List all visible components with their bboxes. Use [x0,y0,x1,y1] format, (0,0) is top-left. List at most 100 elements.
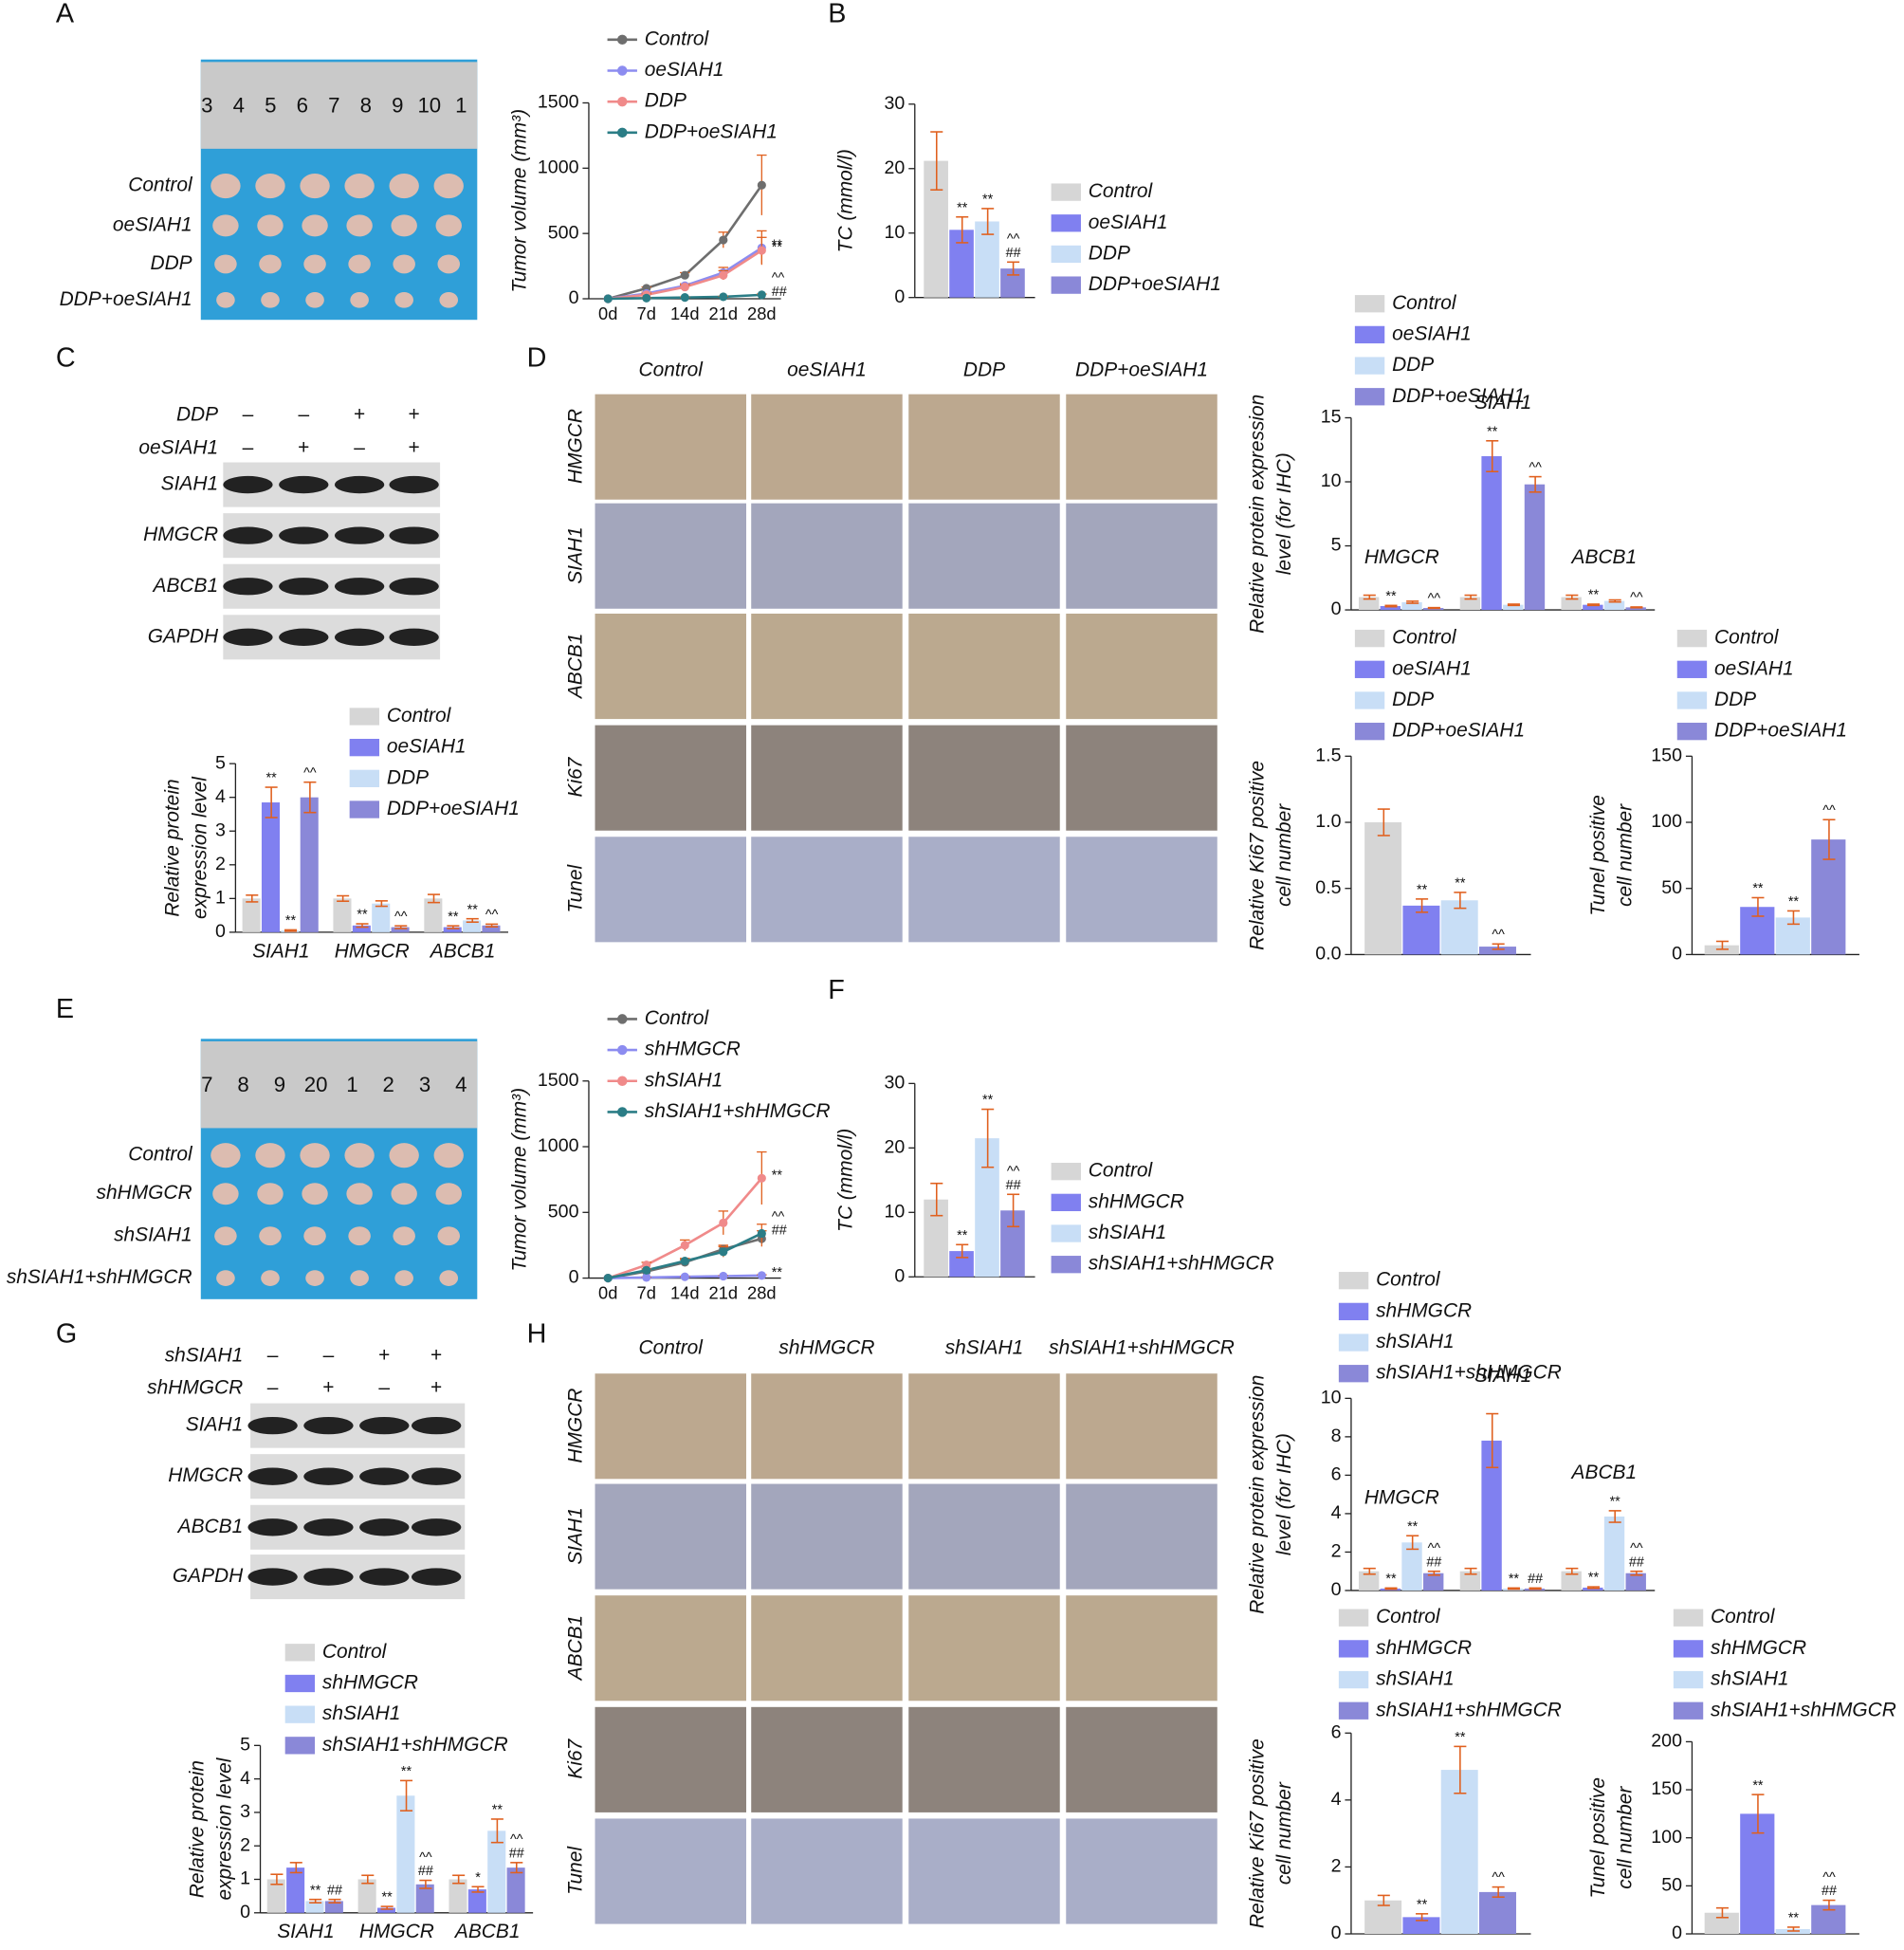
ruler-number: 3 [419,1073,430,1096]
tumor [255,173,285,199]
bar [1479,1891,1516,1935]
blot-band [279,526,329,544]
ruler-number: 7 [201,1073,212,1096]
tumor [300,1143,330,1168]
y-tick-label: 2 [1331,1541,1342,1562]
legend-label: shHMGCR [322,1672,418,1694]
tumor [433,173,464,199]
row-label: ABCB1 [564,1615,586,1683]
legend-label: shSIAH1 [1376,1668,1455,1690]
legend-swatch [1676,629,1708,648]
significance-mark: ** [772,237,783,252]
blot-band [334,526,385,544]
legend-label: oeSIAH1 [1714,657,1794,679]
y-axis-label: expression level [213,1757,235,1900]
y-tick-label: 4 [1331,1789,1342,1810]
ihc-image [908,1818,1060,1924]
legend-label: oeSIAH1 [1392,322,1472,344]
ruler [200,1040,478,1129]
significance-mark: ^^ [1428,1541,1441,1556]
significance-mark: ^^ [1630,591,1643,606]
category-label: ABCB1 [1570,546,1638,568]
row-label: HMGCR [564,409,586,484]
legend-label: oeSIAH1 [387,736,467,758]
band-label: GAPDH [173,1565,244,1587]
condition-sign: + [298,437,309,459]
significance-mark: ** [401,1764,412,1779]
column-label: DDP+oeSIAH1 [1075,359,1208,380]
significance-mark: ** [1455,876,1466,892]
legend-label: DDP [1392,689,1434,710]
panel-letter: G [56,1318,77,1349]
ihc-image [595,503,746,609]
y-tick-label: 1 [240,1868,250,1889]
legend-label: DDP [1089,242,1130,264]
significance-mark: ** [310,1883,321,1898]
ihc-image [595,725,746,831]
point [642,293,651,303]
condition-sign: – [378,1376,390,1398]
legend-swatch [617,1107,628,1117]
y-tick-label: 8 [1331,1426,1342,1446]
significance-mark: ** [1385,589,1397,604]
y-tick-label: 0 [1672,944,1682,965]
ihc-image [1066,1818,1217,1924]
significance-mark: ^^ [1492,928,1505,943]
y-axis-label: cell number [1615,803,1637,907]
significance-mark: ** [1610,1495,1621,1510]
bar [357,1879,376,1913]
legend-label: DDP+oeSIAH1 [1089,273,1221,295]
y-axis-label: cell number [1273,1781,1295,1885]
legend-label: Control [1714,627,1780,649]
point [719,292,728,302]
band-label: HMGCR [168,1464,243,1486]
y-tick-label: 0 [240,1902,250,1922]
legend-label: shSIAH1 [1089,1222,1167,1243]
bar [1625,1573,1646,1591]
y-tick-label: 150 [1651,745,1682,765]
tumor [257,1183,284,1205]
ihc-image [751,613,903,720]
legend-label: shHMGCR [1711,1637,1806,1659]
y-tick-label: 10 [1321,470,1342,491]
tumor [211,1143,241,1168]
y-tick-label: 150 [1651,1778,1682,1799]
x-tick-label: 14d [670,304,700,323]
row-label: oeSIAH1 [113,213,192,235]
legend-swatch [1338,1640,1369,1658]
point [603,294,613,304]
row-label: DDP [150,252,192,274]
column-label: Control [639,359,705,380]
blot-band [303,1518,354,1536]
ruler-number: 1 [346,1073,357,1096]
y-tick-label: 500 [548,1201,579,1222]
row-label: Tunel [564,863,586,912]
significance-mark: ## [772,1223,787,1239]
row-label: Tunel [564,1846,586,1895]
significance-mark: ^^ [419,1850,432,1866]
condition-sign: – [243,437,254,459]
legend-swatch [349,769,380,787]
condition-sign: + [378,1344,390,1366]
legend-label: DDP+oeSIAH1 [1714,720,1847,742]
tumor [348,254,371,274]
bar [286,1867,305,1913]
bar [266,1879,285,1913]
significance-mark: ## [772,285,787,300]
row-label: DDP+oeSIAH1 [60,288,192,310]
significance-mark: ** [1752,1778,1764,1794]
condition-sign: + [322,1376,334,1398]
point [680,270,689,280]
y-tick-label: 5 [215,752,226,773]
bar [1481,455,1502,611]
ihc-image [1066,837,1217,943]
ihc-image [1066,1373,1217,1480]
y-axis-label: level (for IHC) [1273,1433,1295,1555]
significance-mark: ** [492,1803,503,1818]
band-label: ABCB1 [176,1516,244,1537]
y-tick-label: 4 [215,786,226,807]
legend-label: shSIAH1 [1376,1331,1455,1352]
x-tick-label: 0d [598,1282,617,1302]
band-label: SIAH1 [186,1414,243,1436]
ihc-image [595,1706,746,1812]
